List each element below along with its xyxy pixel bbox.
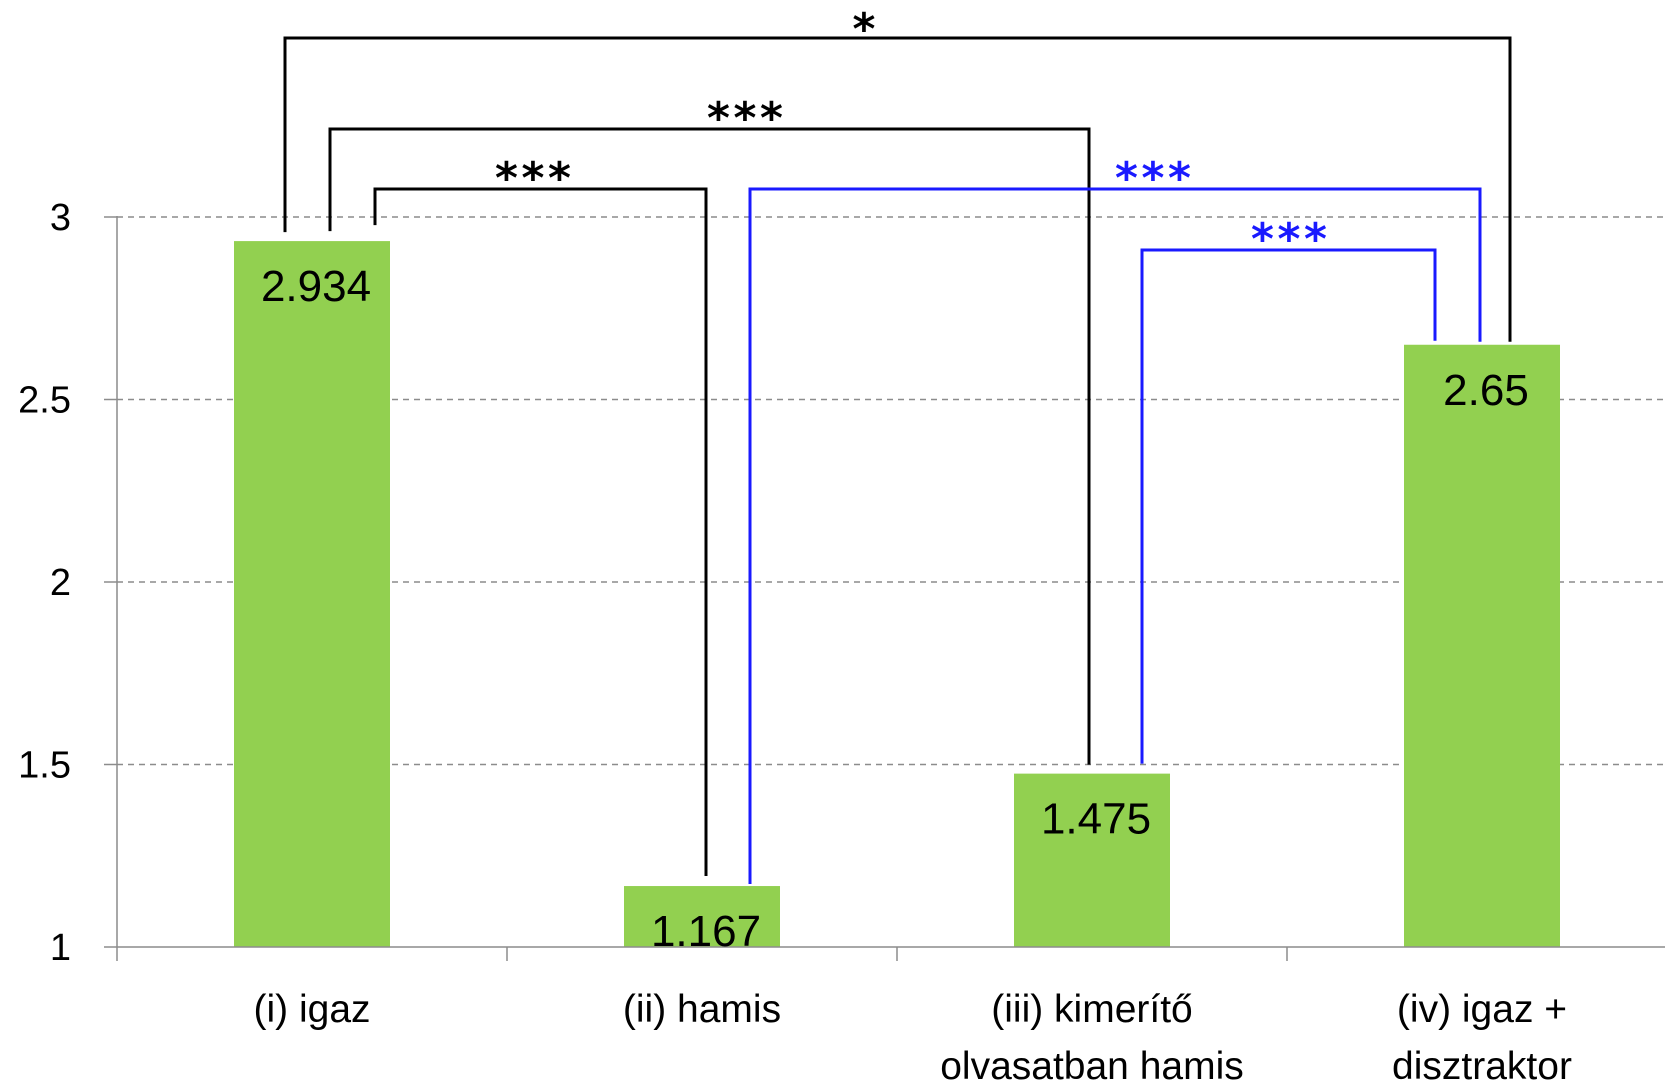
significance-label: *** [705, 93, 784, 144]
category-label: disztraktor [1392, 1045, 1572, 1087]
y-tick-label: 1 [50, 927, 71, 969]
significance-bracket [748, 187, 1482, 885]
category-label: (ii) hamis [623, 988, 781, 1031]
significance-label: *** [493, 153, 572, 204]
significance-bracket [328, 127, 1091, 765]
data-label: 2.934 [261, 262, 371, 311]
category-label: (i) igaz [253, 988, 370, 1031]
data-label: 1.475 [1041, 795, 1151, 844]
bar [624, 886, 780, 947]
significance-bracket [1140, 248, 1437, 764]
significance-bracket [283, 36, 1512, 342]
bracket-layer [283, 36, 1512, 885]
significance-bracket [373, 187, 708, 877]
bar [234, 241, 390, 948]
axis-layer [104, 216, 1665, 961]
y-tick-label: 2.5 [18, 380, 71, 422]
bar [1014, 773, 1170, 947]
bar-layer [234, 241, 1560, 948]
significance-label: *** [1249, 214, 1328, 265]
significance-label: *** [1113, 153, 1192, 204]
data-label: 1.167 [651, 907, 761, 956]
label-layer: 1 1.5 2 2.5 3 2.934 (i) igaz 1.167 (ii) hamis 1.4… [18, 4, 1572, 1087]
bar [1404, 344, 1560, 947]
category-label: olvasatban hamis [940, 1045, 1244, 1087]
data-label: 2.65 [1443, 366, 1529, 415]
y-tick-label: 2 [50, 562, 71, 604]
category-label: (iii) kimerítő [991, 988, 1193, 1031]
y-tick-label: 1.5 [18, 745, 71, 787]
y-tick-label: 3 [50, 197, 71, 239]
category-label: (iv) igaz + [1397, 988, 1567, 1031]
significance-label: * [851, 4, 878, 55]
